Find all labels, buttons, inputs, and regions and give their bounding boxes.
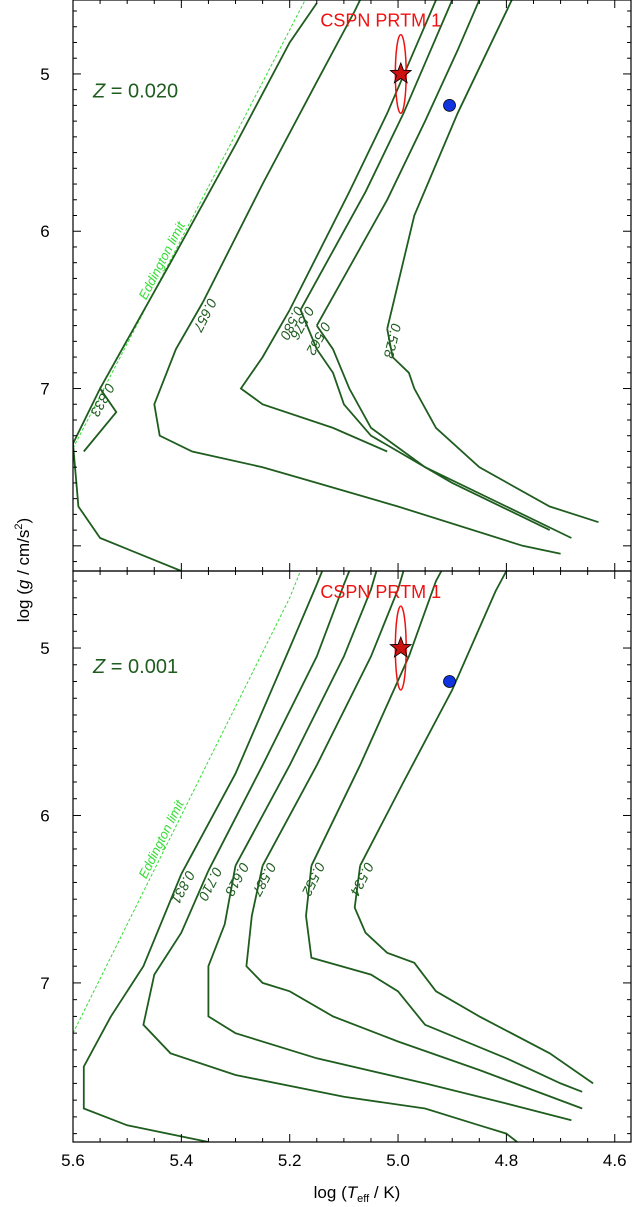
- metallicity-label: Z = 0.001: [92, 656, 178, 678]
- track-0.618-upper: [236, 571, 377, 866]
- plot-area: 0.8330.6570.5800.5760.5620.528Eddington …: [73, 0, 599, 571]
- object-label: CSPN PRTM 1: [320, 582, 441, 602]
- mass-label-0.618: 0.618: [222, 860, 253, 899]
- metallicity-label: Z = 0.020: [92, 81, 178, 103]
- y-tick-label: 5: [40, 639, 49, 658]
- comparison-star-point: [444, 676, 456, 688]
- y-tick-label: 6: [40, 222, 49, 241]
- track-0.576-lower: [301, 310, 550, 530]
- track-0.528-lower: [387, 329, 598, 522]
- mass-label-0.534: 0.534: [347, 860, 377, 899]
- track-0.587-lower: [246, 866, 582, 1109]
- track-0.562-upper: [317, 0, 480, 326]
- track-0.710-upper: [208, 571, 349, 871]
- track-0.528-upper: [387, 0, 512, 329]
- eddington-limit-label: Eddington limit: [135, 218, 188, 302]
- panel-2: 0.8310.7100.6180.587 0.552 0.534 Eddington …: [40, 571, 631, 1170]
- track-0.657-upper: [203, 0, 360, 302]
- track-0.552-upper: [311, 571, 441, 866]
- eddington-limit-line: [73, 0, 306, 448]
- panel-1: 0.8330.6570.5800.5760.5620.528Eddington …: [40, 0, 631, 571]
- x-tick-label: 5.6: [61, 1151, 85, 1170]
- eddington-limit-line: [73, 571, 301, 1033]
- star-icon: [390, 637, 411, 657]
- x-tick-label: 5.2: [278, 1151, 302, 1170]
- mass-label-0.587: 0.587: [249, 860, 280, 900]
- y-tick-label: 7: [40, 380, 49, 399]
- eddington-limit-label: Eddington limit: [135, 797, 187, 881]
- mass-label-0.833: 0.833: [87, 381, 118, 420]
- plot-area: 0.8310.7100.6180.587 0.552 0.534 Eddington …: [73, 571, 593, 1142]
- comparison-star-point: [444, 99, 456, 111]
- y-tick-label: 6: [40, 806, 49, 825]
- object-label: CSPN PRTM 1: [320, 11, 441, 31]
- y-axis-label: log (g / cm/s2): [13, 518, 33, 622]
- mass-label-0.552: 0.552: [299, 860, 329, 899]
- track-0.831-upper: [181, 571, 322, 874]
- x-tick-label: 5.0: [386, 1151, 410, 1170]
- track-0.562-lower: [317, 326, 572, 538]
- x-axis-label: log (Teff / K): [314, 1183, 401, 1205]
- mass-label-0.528: 0.528: [381, 322, 405, 360]
- track-0.618-lower: [208, 866, 571, 1120]
- track-0.576-upper: [301, 0, 453, 310]
- mass-label-0.710: 0.710: [195, 865, 225, 904]
- x-tick-label: 4.6: [603, 1151, 627, 1170]
- track-0.534-lower: [355, 866, 593, 1084]
- mass-label-0.831: 0.831: [168, 868, 199, 906]
- x-tick-label: 5.4: [170, 1151, 194, 1170]
- track-0.580-upper: [290, 0, 436, 310]
- track-0.657-lower: [154, 302, 560, 554]
- y-tick-label: 7: [40, 974, 49, 993]
- x-tick-label: 4.8: [495, 1151, 519, 1170]
- y-tick-label: 5: [40, 65, 49, 84]
